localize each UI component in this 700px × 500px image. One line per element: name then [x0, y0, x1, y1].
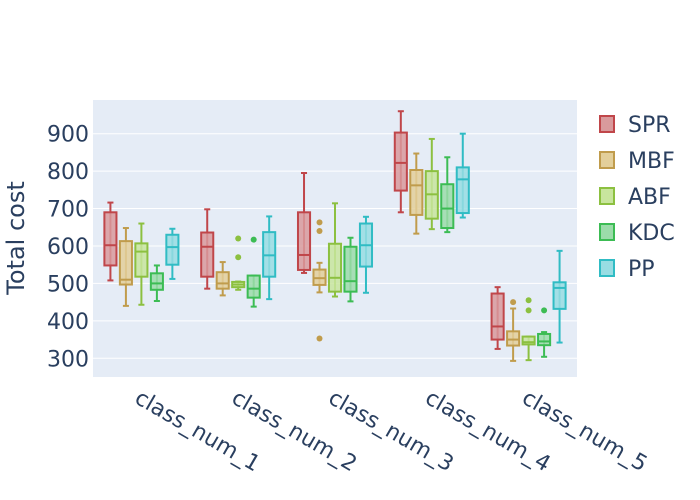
- box-kdc-class_num_1: [149, 264, 164, 303]
- legend-swatch: [599, 151, 615, 169]
- series-abf: [134, 137, 536, 362]
- box-mbf-class_num_2: [215, 261, 230, 297]
- series-pp: [165, 132, 567, 344]
- box-iqr: [134, 242, 149, 278]
- box-mbf-class_num_3: [312, 219, 327, 342]
- box-kdc-class_num_5: [537, 307, 552, 358]
- legend-swatch: [599, 187, 615, 205]
- box-spr-class_num_5: [490, 286, 505, 350]
- box-pp-class_num_5: [552, 249, 567, 344]
- outlier-point: [235, 254, 242, 261]
- box-iqr: [296, 211, 312, 271]
- box-abf-class_num_1: [134, 222, 149, 306]
- box-iqr: [393, 131, 408, 192]
- box-spr-class_num_1: [103, 201, 118, 282]
- outlier-point: [235, 235, 242, 242]
- outlier-point: [316, 228, 323, 235]
- box-iqr: [409, 168, 424, 216]
- box-iqr: [552, 281, 567, 310]
- outlier-point: [250, 236, 257, 243]
- y-tick-label: 700: [47, 198, 89, 223]
- box-iqr: [246, 274, 261, 299]
- box-iqr: [149, 272, 164, 291]
- box-abf-class_num_3: [327, 202, 343, 298]
- y-tick-label: 800: [47, 160, 89, 185]
- y-axis-title: Total cost: [2, 181, 30, 295]
- x-axis-tick-labels: class_num_1class_num_2class_num_3class_n…: [130, 386, 651, 478]
- outlier-point: [316, 335, 323, 342]
- box-iqr: [440, 183, 455, 230]
- series-spr: [103, 110, 505, 350]
- legend-item-kdc[interactable]: KDC: [599, 221, 675, 246]
- outlier-point: [525, 297, 532, 304]
- outlier-point: [525, 307, 532, 314]
- box-pp-class_num_3: [358, 215, 374, 294]
- box-iqr: [327, 242, 343, 293]
- legend-swatch: [599, 223, 615, 241]
- box-pp-class_num_4: [455, 132, 470, 219]
- box-kdc-class_num_3: [343, 236, 358, 303]
- box-spr-class_num_2: [200, 208, 215, 290]
- y-tick-label: 400: [47, 310, 89, 335]
- legend-label: MBF: [628, 149, 675, 174]
- y-axis-tick-labels: 300 400 500 600 700 800 900: [47, 123, 89, 373]
- box-kdc-class_num_4: [440, 156, 455, 234]
- outlier-point: [541, 307, 548, 314]
- box-iqr: [215, 271, 230, 290]
- box-iqr: [537, 332, 552, 347]
- box-mbf-class_num_4: [409, 152, 424, 235]
- outlier-point: [510, 299, 517, 306]
- legend-label: PP: [628, 257, 655, 282]
- box-abf-class_num_4: [424, 137, 439, 231]
- box-mbf-class_num_1: [118, 227, 133, 307]
- box-series: [103, 110, 567, 362]
- y-tick-label: 500: [47, 272, 89, 297]
- box-iqr: [343, 245, 358, 293]
- y-tick-label: 300: [47, 347, 89, 372]
- box-iqr: [506, 330, 521, 347]
- series-mbf: [118, 152, 521, 362]
- box-pp-class_num_2: [262, 215, 277, 301]
- series-kdc: [149, 156, 552, 358]
- legend-swatch: [599, 259, 615, 277]
- box-abf-class_num_5: [521, 297, 536, 362]
- box-mbf-class_num_5: [506, 299, 521, 362]
- box-iqr: [521, 335, 536, 346]
- box-abf-class_num_2: [231, 235, 246, 291]
- legend-item-mbf[interactable]: MBF: [599, 149, 675, 174]
- legend-label: KDC: [628, 221, 675, 246]
- box-iqr: [455, 166, 470, 215]
- box-pp-class_num_1: [165, 227, 180, 280]
- box-spr-class_num_3: [296, 171, 312, 274]
- box-iqr: [118, 240, 133, 286]
- box-spr-class_num_4: [393, 110, 408, 214]
- box-iqr: [165, 233, 180, 266]
- box-iqr: [200, 231, 215, 278]
- outlier-point: [316, 219, 323, 226]
- box-kdc-class_num_2: [246, 236, 261, 308]
- legend-item-abf[interactable]: ABF: [599, 185, 671, 210]
- legend-item-pp[interactable]: PP: [599, 257, 655, 282]
- box-iqr: [490, 292, 505, 341]
- legend: SPR MBF ABF KDC PP: [599, 113, 675, 282]
- y-tick-label: 600: [47, 235, 89, 260]
- box-iqr: [103, 211, 118, 267]
- y-tick-label: 900: [47, 123, 89, 148]
- legend-label: ABF: [628, 185, 671, 210]
- legend-swatch: [599, 115, 615, 133]
- legend-item-spr[interactable]: SPR: [599, 113, 671, 138]
- legend-label: SPR: [628, 113, 671, 138]
